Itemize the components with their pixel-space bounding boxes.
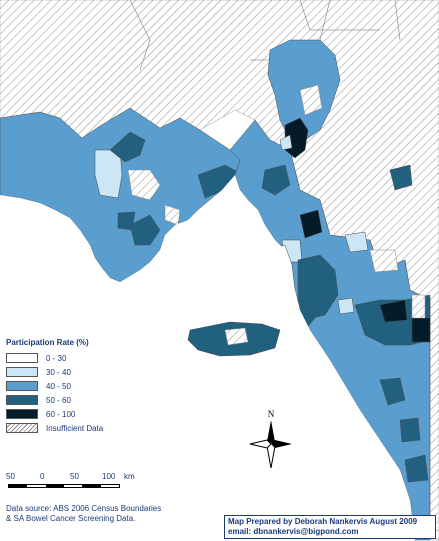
adelaide-light-suburb (337, 297, 355, 315)
region-outline-north (129, 0, 401, 71)
eyre-dark-district (109, 131, 146, 163)
eyre-district-d (117, 211, 136, 231)
legend-swatch-40-50 (6, 381, 38, 391)
map-legend: Participation Rate (%) 0 - 30 30 - 40 40… (6, 338, 156, 435)
legend-label: 50 - 60 (46, 395, 71, 405)
eyre-insufficient (127, 169, 161, 201)
legend-label: 30 - 40 (46, 367, 71, 377)
kangaroo-island-hatch-overlay (224, 327, 249, 346)
murray-darkest-a (379, 299, 408, 323)
murray-insufficient (411, 294, 426, 319)
credits-author: Map Prepared by Deborah Nankervis August… (228, 517, 418, 526)
scale-labels: 50 0 50 100 km (6, 472, 136, 482)
flinders-insufficient (299, 84, 323, 116)
scale-tick-label: 0 (40, 472, 45, 481)
map-credits: Map Prepared by Deborah Nankervis August… (224, 515, 436, 539)
southern-ocean (0, 175, 415, 540)
legend-row-40-50: 40 - 50 (6, 379, 156, 393)
legend-title: Participation Rate (%) (6, 338, 89, 347)
mid-north-light-district (344, 231, 369, 253)
south-east-district-a (379, 377, 406, 406)
credits-email: email: dbnankervis@bigpond.com (228, 527, 359, 536)
west-coast-district (94, 149, 123, 199)
scale-bar: 50 0 50 100 km (6, 472, 136, 494)
south-east-district-b (399, 417, 421, 443)
legend-swatch-30-40 (6, 367, 38, 377)
data-source-note: Data source: ABS 2006 Census Boundaries … (6, 504, 162, 523)
legend-row-50-60: 50 - 60 (6, 393, 156, 407)
scale-tick-label: 50 (70, 472, 79, 481)
murray-darkest-b (411, 317, 431, 343)
legend-row-insufficient: Insufficient Data (6, 421, 156, 435)
legend-label: 0 - 30 (46, 353, 67, 363)
port-augusta-light (279, 134, 293, 151)
legend-row-0-30: 0 - 30 (6, 351, 156, 365)
legend-row-30-40: 30 - 40 (6, 365, 156, 379)
legend-swatch-60-100 (6, 409, 38, 419)
legend-label: 40 - 50 (46, 381, 71, 391)
yorke-mid-district (299, 209, 323, 239)
scale-bar-segments (8, 484, 120, 488)
mid-north-insufficient (369, 249, 399, 273)
scale-tick-label: 50 (6, 472, 15, 481)
legend-row-60-100: 60 - 100 (6, 407, 156, 421)
legend-label: Insufficient Data (46, 423, 104, 433)
south-east-district-c (404, 454, 429, 483)
north-arrow-label: N (268, 409, 275, 419)
legend-label: 60 - 100 (46, 409, 76, 419)
north-arrow: N (248, 408, 294, 469)
yorke-north-district (261, 164, 291, 196)
legend-swatch-insufficient (6, 423, 38, 433)
legend-swatch-50-60 (6, 395, 38, 405)
scale-tick-label: 100 (102, 472, 116, 481)
adelaide-metro (297, 254, 339, 321)
legend-swatch-0-30 (6, 353, 38, 363)
scale-unit-label: km (124, 472, 135, 481)
eyre-district-b (129, 214, 161, 246)
riverland-district (389, 164, 413, 191)
